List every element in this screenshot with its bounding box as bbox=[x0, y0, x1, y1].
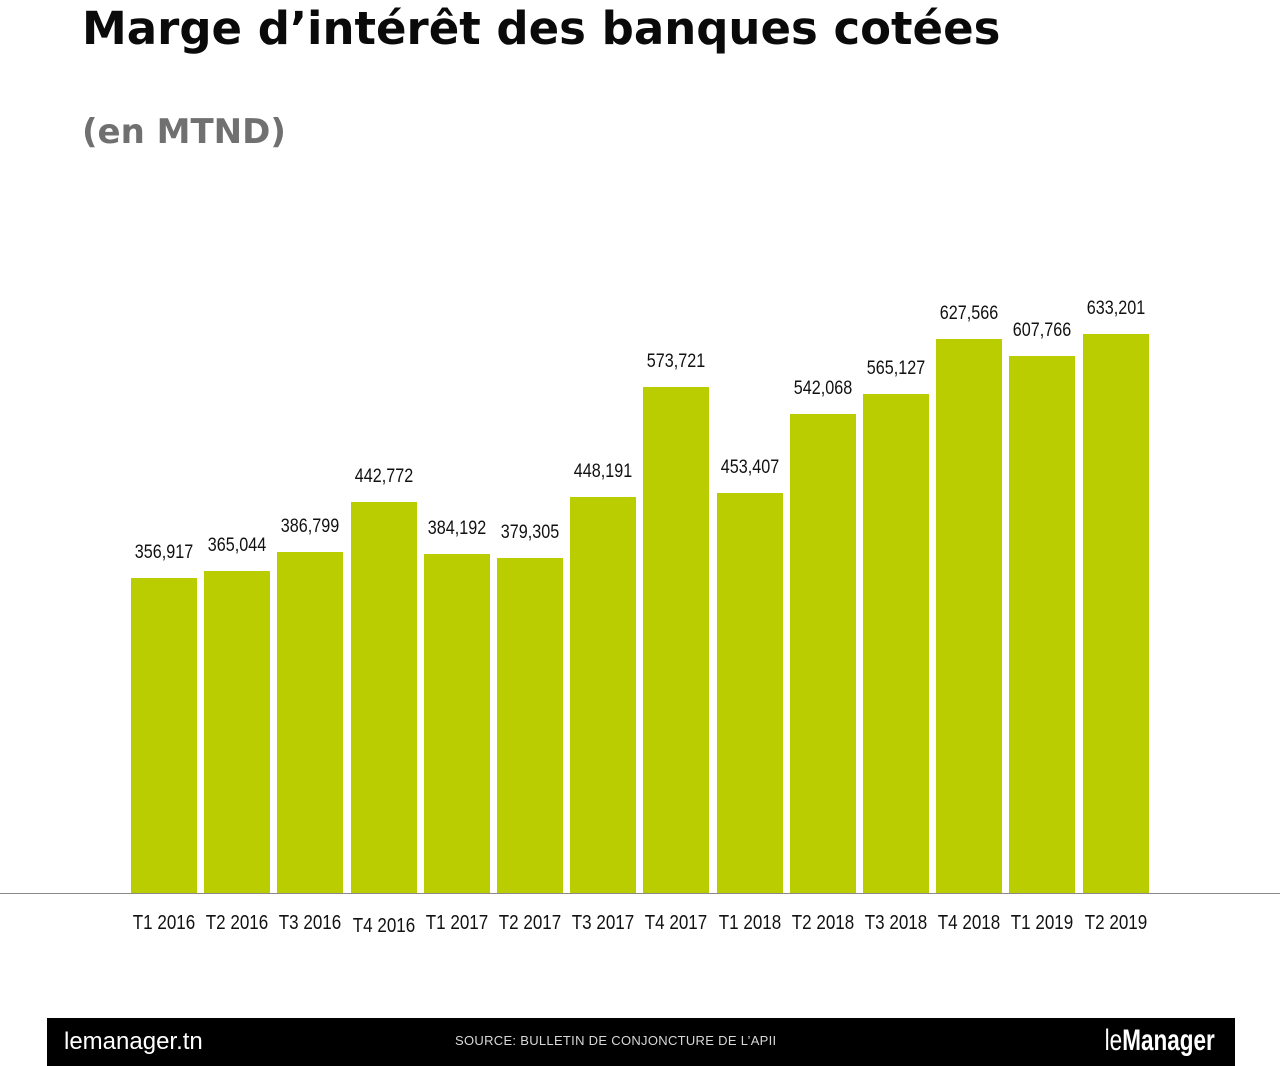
x-tick-label: T3 2016 bbox=[279, 912, 342, 934]
x-tick-label: T2 2018 bbox=[791, 912, 854, 934]
bar bbox=[716, 492, 783, 893]
x-tick-label: T3 2017 bbox=[571, 912, 635, 934]
bar bbox=[131, 577, 197, 893]
bar-value-label: 365,044 bbox=[207, 534, 267, 556]
footer-bar: lemanager.tn SOURCE: BULLETIN DE CONJONC… bbox=[47, 1018, 1235, 1066]
chart-subtitle: (en MTND) bbox=[82, 112, 286, 152]
site-url: lemanager.tn bbox=[64, 1028, 203, 1055]
bar-value-label: 627,566 bbox=[939, 302, 999, 324]
bar bbox=[1082, 334, 1149, 893]
bar bbox=[570, 497, 637, 893]
lemanager-logo: leManager bbox=[1104, 1024, 1215, 1057]
bar-value-label: 379,305 bbox=[500, 522, 560, 544]
bar bbox=[277, 551, 344, 893]
x-tick-label: T4 2017 bbox=[645, 912, 708, 934]
bar-value-label: 542,068 bbox=[793, 378, 852, 400]
bar bbox=[350, 502, 417, 893]
bar-value-label: 573,721 bbox=[647, 350, 706, 372]
x-tick-label: T1 2019 bbox=[1011, 912, 1074, 934]
bar-chart: 356,917 T1 2016 365,044 T2 2016 386,799 T3 20… bbox=[0, 298, 1280, 937]
bar-value-label: 607,766 bbox=[1013, 320, 1072, 342]
bar bbox=[423, 553, 490, 893]
x-tick-label: T1 2017 bbox=[425, 912, 488, 934]
bar-value-label: 384,192 bbox=[427, 517, 486, 539]
bar bbox=[204, 570, 271, 893]
bar-value-label: 453,407 bbox=[720, 456, 779, 478]
bar-value-label: 633,201 bbox=[1086, 298, 1145, 319]
bar bbox=[936, 338, 1003, 893]
x-tick-label: T2 2019 bbox=[1084, 912, 1147, 934]
bar-value-label: 442,772 bbox=[354, 466, 413, 488]
bar-value-label: 356,917 bbox=[134, 541, 194, 563]
bar-value-label: 565,127 bbox=[866, 358, 926, 380]
x-tick-label: T1 2016 bbox=[132, 912, 196, 934]
bar bbox=[789, 414, 856, 893]
x-tick-label: T2 2017 bbox=[498, 912, 562, 934]
bar-value-label: 448,191 bbox=[573, 461, 633, 483]
chart-title: Marge d’intérêt des banques cotées bbox=[82, 2, 1001, 55]
bar bbox=[1009, 356, 1076, 893]
bar bbox=[643, 386, 710, 893]
bar-value-label: 386,799 bbox=[281, 515, 340, 537]
x-tick-label: T3 2018 bbox=[864, 912, 928, 934]
bar bbox=[863, 394, 929, 893]
source-note: SOURCE: BULLETIN DE CONJONCTURE DE L’API… bbox=[455, 1033, 777, 1048]
bar bbox=[497, 558, 563, 893]
x-tick-label: T4 2016 bbox=[352, 915, 415, 937]
x-axis-line bbox=[0, 893, 1280, 894]
x-tick-label: T1 2018 bbox=[718, 912, 781, 934]
x-tick-label: T4 2018 bbox=[937, 912, 1001, 934]
x-tick-label: T2 2016 bbox=[205, 912, 269, 934]
